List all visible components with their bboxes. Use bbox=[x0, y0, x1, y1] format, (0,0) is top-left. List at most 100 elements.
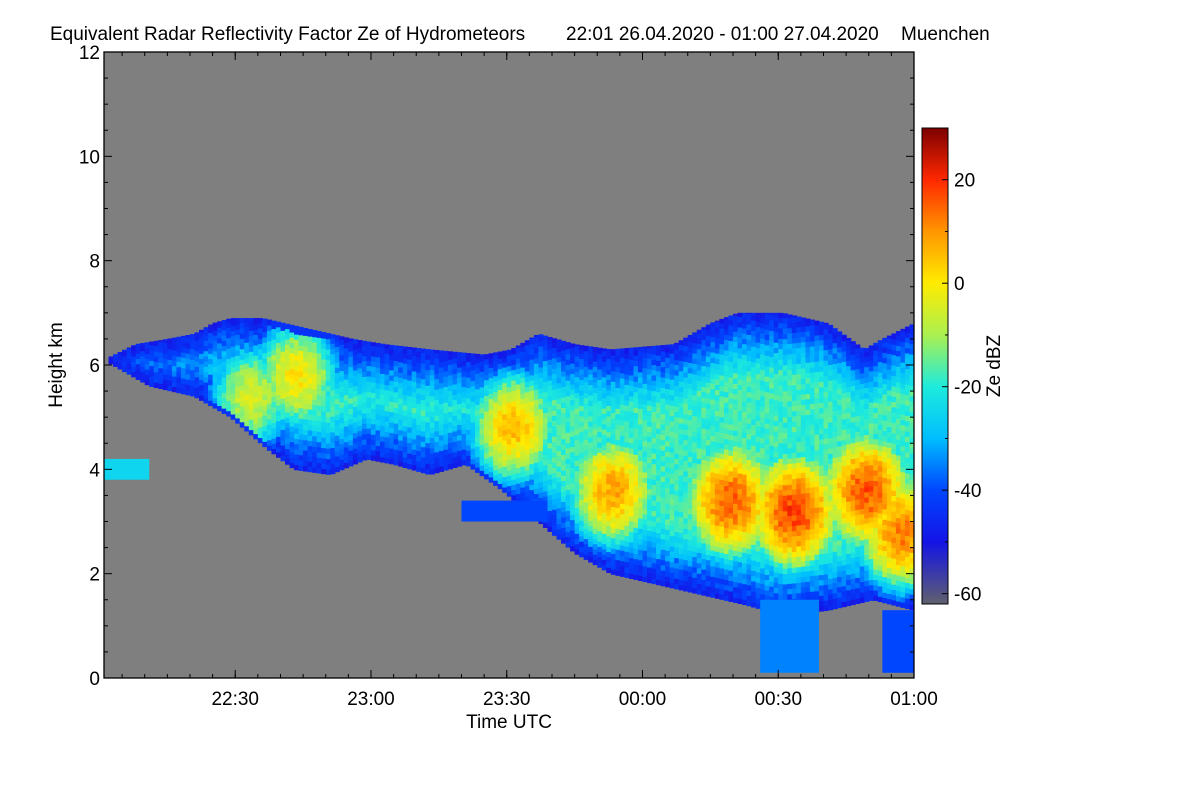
echo-cell bbox=[714, 514, 721, 521]
echo-cell bbox=[615, 533, 621, 540]
echo-cell bbox=[732, 409, 739, 416]
echo-cell bbox=[787, 510, 793, 517]
echo-cell bbox=[610, 412, 616, 419]
echo-cell bbox=[751, 455, 757, 462]
echo-cell bbox=[732, 435, 739, 442]
echo-cell bbox=[701, 412, 707, 419]
echo-cell bbox=[592, 559, 598, 566]
echo-cell bbox=[561, 490, 567, 497]
echo-cell bbox=[493, 370, 499, 377]
echo-cell bbox=[764, 370, 770, 377]
echo-cell bbox=[502, 429, 508, 436]
echo-cell bbox=[769, 340, 775, 347]
echo-cell bbox=[375, 351, 381, 358]
echo-cell bbox=[330, 457, 336, 464]
echo-cell bbox=[230, 387, 236, 394]
echo-cell bbox=[393, 449, 399, 455]
echo-cell bbox=[805, 330, 811, 337]
echo-cell bbox=[420, 430, 426, 437]
echo-cell bbox=[533, 357, 540, 364]
echo-cell bbox=[176, 356, 182, 362]
echo-cell bbox=[760, 593, 766, 600]
echo-cell bbox=[551, 409, 558, 416]
echo-cell bbox=[610, 407, 616, 414]
echo-cell bbox=[805, 555, 811, 561]
echo-cell bbox=[506, 370, 512, 377]
echo-cell bbox=[339, 407, 345, 413]
echo-cell bbox=[705, 502, 711, 509]
echo-cell bbox=[325, 369, 331, 376]
echo-cell bbox=[466, 434, 472, 441]
echo-cell bbox=[407, 437, 413, 444]
echo-cell bbox=[633, 381, 639, 387]
echo-cell bbox=[551, 347, 558, 354]
echo-cell bbox=[796, 430, 802, 437]
echo-cell bbox=[529, 489, 535, 496]
echo-cell bbox=[475, 399, 481, 406]
echo-cell bbox=[809, 492, 816, 498]
echo-cell bbox=[769, 424, 775, 431]
echo-cell bbox=[384, 410, 390, 417]
echo-cell bbox=[619, 539, 625, 546]
echo-cell bbox=[615, 387, 621, 394]
echo-cell bbox=[683, 350, 689, 357]
echo-cell bbox=[601, 444, 607, 451]
echo-cell bbox=[570, 399, 576, 406]
echo-cell bbox=[176, 361, 182, 368]
echo-cell bbox=[529, 343, 535, 350]
echo-cell bbox=[217, 321, 223, 328]
echo-cell bbox=[189, 348, 196, 355]
echo-cell bbox=[809, 580, 816, 587]
echo-cell bbox=[122, 349, 128, 352]
echo-cell bbox=[361, 371, 368, 378]
echo-cell bbox=[352, 453, 359, 460]
echo-cell bbox=[710, 331, 716, 337]
echo-cell bbox=[791, 514, 797, 521]
echo-cell bbox=[742, 411, 748, 418]
echo-cell bbox=[656, 532, 662, 539]
echo-cell bbox=[570, 415, 576, 422]
echo-cell bbox=[642, 440, 648, 447]
echo-cell bbox=[710, 544, 716, 551]
echo-cell bbox=[484, 379, 490, 386]
echo-cell bbox=[610, 558, 616, 565]
echo-cell bbox=[791, 541, 797, 547]
echo-cell bbox=[321, 457, 327, 464]
echo-cell bbox=[606, 504, 612, 511]
echo-cell bbox=[285, 344, 291, 350]
echo-cell bbox=[678, 553, 684, 560]
echo-cell bbox=[334, 398, 340, 405]
echo-cell bbox=[316, 420, 322, 427]
echo-cell bbox=[551, 514, 558, 521]
echo-cell bbox=[280, 361, 286, 368]
echo-cell bbox=[597, 499, 603, 506]
echo-cell bbox=[732, 383, 739, 390]
echo-cell bbox=[660, 512, 666, 519]
echo-cell bbox=[321, 384, 327, 391]
echo-cell bbox=[339, 454, 345, 460]
echo-cell bbox=[723, 511, 730, 518]
echo-cell bbox=[800, 482, 806, 489]
echo-cell bbox=[334, 382, 340, 389]
echo-cell bbox=[723, 360, 730, 367]
echo-cell bbox=[325, 422, 331, 428]
echo-cell bbox=[737, 556, 743, 563]
echo-cell bbox=[787, 489, 793, 496]
echo-cell bbox=[556, 398, 562, 405]
echo-cell bbox=[701, 542, 707, 549]
echo-cell bbox=[651, 406, 657, 413]
echo-cell bbox=[660, 476, 666, 482]
echo-cell bbox=[809, 330, 816, 337]
echo-cell bbox=[407, 347, 413, 350]
echo-cell bbox=[579, 551, 585, 558]
echo-cell bbox=[778, 338, 784, 345]
echo-cell bbox=[253, 423, 259, 429]
echo-cell bbox=[547, 385, 553, 392]
echo-cell bbox=[321, 447, 327, 454]
echo-cell bbox=[606, 478, 612, 485]
echo-cell bbox=[398, 372, 404, 378]
echo-cell bbox=[461, 417, 467, 424]
echo-cell bbox=[588, 457, 594, 464]
echo-cell bbox=[805, 362, 811, 368]
echo-cell bbox=[330, 437, 336, 443]
